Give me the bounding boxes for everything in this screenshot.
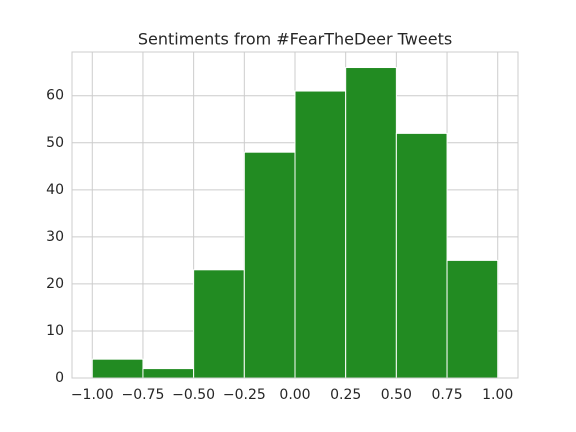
bar — [91, 358, 144, 379]
y-tick-label: 40 — [46, 182, 64, 198]
x-tick-label: −0.25 — [223, 387, 266, 403]
bar — [193, 269, 245, 379]
x-tick-label: 0.75 — [431, 387, 462, 403]
y-tick-label: 50 — [46, 135, 64, 151]
bar — [345, 67, 397, 379]
x-tick-label: −1.00 — [71, 387, 114, 403]
x-tick-label: 0.25 — [330, 387, 361, 403]
bar — [446, 259, 499, 379]
bar — [294, 90, 347, 379]
y-tick-label: 60 — [46, 88, 64, 104]
y-tick-label: 20 — [46, 276, 64, 292]
x-tick-label: 0.00 — [279, 387, 310, 403]
x-tick-label: 1.00 — [482, 387, 513, 403]
x-tick-label: 0.50 — [381, 387, 412, 403]
y-tick-label: 10 — [46, 323, 64, 339]
plot-border — [71, 51, 519, 379]
y-tick-label: 30 — [46, 229, 64, 245]
y-tick-label: 0 — [55, 370, 64, 386]
bar — [243, 151, 296, 379]
bar — [395, 132, 448, 379]
x-tick-label: −0.75 — [122, 387, 165, 403]
chart-title: Sentiments from #FearTheDeer Tweets — [138, 30, 452, 49]
x-tick-label: −0.50 — [172, 387, 215, 403]
bar — [142, 368, 195, 379]
